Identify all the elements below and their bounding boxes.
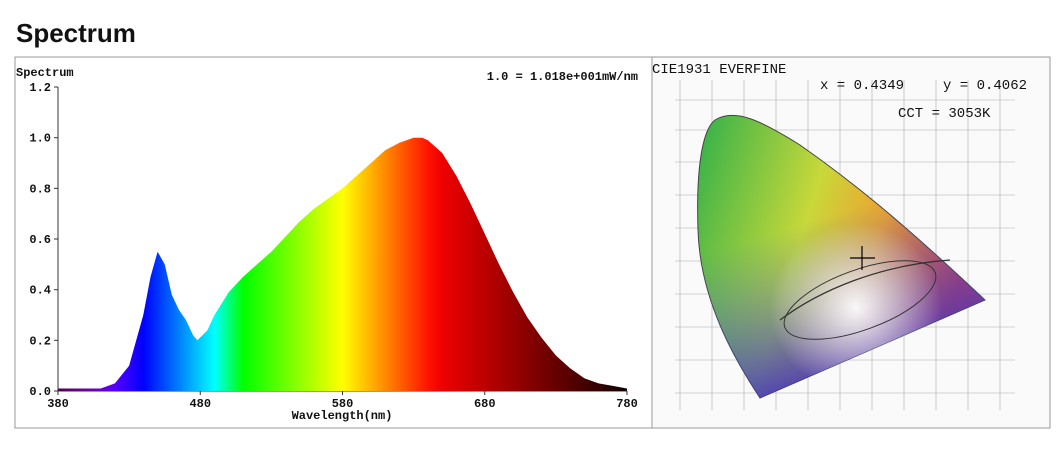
y-tick-label: 0.0 xyxy=(29,385,51,399)
annotation: 1.0 = 1.018e+001mW/nm xyxy=(487,70,638,84)
x-tick-label: 580 xyxy=(332,397,354,411)
x-tick-label: 680 xyxy=(474,397,496,411)
x-axis-label: Wavelength(nm) xyxy=(292,409,393,423)
cie-title: CIE1931 EVERFINE xyxy=(652,62,786,78)
y-tick-label: 0.2 xyxy=(29,334,51,348)
cie-y-coord: y = 0.4062 xyxy=(943,78,1027,94)
page-title: Spectrum xyxy=(16,18,136,48)
x-tick-label: 780 xyxy=(616,397,638,411)
chart-title: Spectrum xyxy=(16,66,74,80)
cie-cct: CCT = 3053K xyxy=(898,106,991,122)
cie-x-coord: x = 0.4349 xyxy=(820,78,904,94)
y-tick-label: 1.0 xyxy=(29,132,51,146)
y-tick-label: 0.6 xyxy=(29,233,51,247)
y-tick-label: 0.4 xyxy=(29,284,51,298)
y-tick-label: 0.8 xyxy=(29,182,51,196)
x-tick-label: 380 xyxy=(47,397,69,411)
spectrum-area xyxy=(58,137,627,391)
cie-crosshair xyxy=(850,246,875,270)
y-tick-label: 1.2 xyxy=(29,81,51,95)
x-tick-label: 480 xyxy=(189,397,211,411)
cie-horseshoe xyxy=(697,114,986,399)
